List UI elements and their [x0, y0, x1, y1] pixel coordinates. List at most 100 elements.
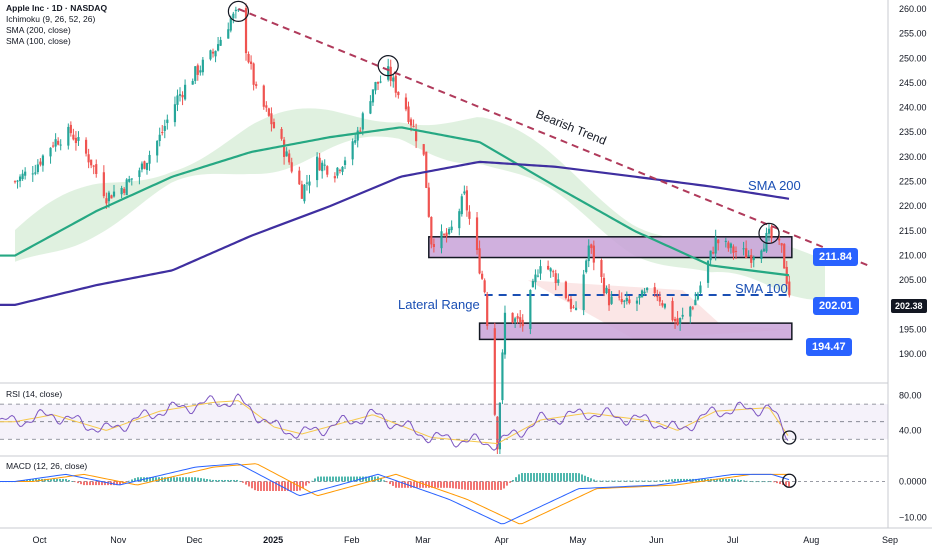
macd-histogram-bar — [254, 481, 256, 491]
candle-body — [74, 137, 78, 144]
macd-label[interactable]: MACD (12, 26, close) — [6, 461, 88, 471]
candle-body — [552, 271, 555, 273]
candle-body — [762, 248, 766, 252]
time-tick-label: Apr — [495, 535, 509, 545]
macd-histogram-bar — [443, 481, 445, 488]
macd-histogram-bar — [368, 476, 370, 482]
candle-body — [54, 139, 57, 147]
macd-histogram-bar — [497, 481, 499, 490]
legend-ichimoku[interactable]: Ichimoku (9, 26, 52, 26) — [6, 14, 96, 24]
candle-body — [161, 132, 164, 134]
macd-histogram-bar — [158, 477, 160, 482]
rsi-label[interactable]: RSI (14, close) — [6, 389, 63, 399]
candle-body — [442, 234, 446, 236]
macd-histogram-bar — [581, 474, 583, 482]
macd-histogram-bar — [311, 480, 313, 482]
macd-histogram-bar — [671, 479, 673, 482]
macd-histogram-bar — [362, 476, 364, 482]
macd-histogram-bar — [785, 481, 787, 486]
candle-body — [536, 275, 540, 277]
macd-histogram-bar — [341, 476, 343, 482]
macd-histogram-bar — [650, 480, 652, 482]
candle-body — [696, 293, 700, 300]
macd-histogram-bar — [191, 477, 193, 482]
ichimoku-cloud-fill — [15, 108, 825, 300]
legend: Apple Inc · 1D · NASDAQ Ichimoku (9, 26,… — [6, 3, 107, 47]
candle-body — [788, 281, 791, 296]
macd-histogram-bar — [740, 480, 742, 482]
macd-histogram-bar — [620, 480, 622, 482]
macd-histogram-bar — [272, 481, 274, 491]
macd-histogram-bar — [512, 479, 514, 482]
candle-body — [143, 161, 146, 169]
macd-histogram-bar — [218, 479, 220, 482]
rsi-line — [0, 393, 789, 451]
macd-histogram-bar — [263, 481, 265, 491]
macd-histogram-bar — [170, 477, 172, 482]
candle-body — [742, 248, 745, 250]
candle-body — [265, 105, 268, 108]
candle-body — [389, 66, 392, 81]
macd-histogram-bar — [635, 480, 637, 482]
macd-tick-label: −10.00 — [899, 512, 927, 522]
macd-histogram-bar — [680, 478, 682, 482]
candle-body — [724, 240, 727, 242]
macd-histogram-bar — [434, 481, 436, 488]
candle-body — [84, 139, 88, 154]
candles — [13, 3, 791, 455]
candle-body — [549, 268, 552, 272]
candle-body — [422, 144, 425, 155]
macd-histogram-bar — [722, 478, 724, 482]
macd-histogram-bar — [257, 481, 259, 491]
macd-histogram-bar — [587, 477, 589, 482]
candle-body — [252, 63, 255, 85]
price-tick-label: 225.00 — [899, 177, 927, 187]
macd-histogram-bar — [131, 479, 133, 482]
candle-body — [283, 139, 286, 157]
macd-histogram-bar — [653, 480, 655, 482]
candle-body — [39, 161, 42, 165]
macd-histogram-bar — [770, 481, 772, 483]
macd-histogram-bar — [737, 479, 739, 482]
macd-histogram-bar — [683, 478, 685, 482]
macd-histogram-bar — [227, 479, 229, 482]
candle-body — [783, 243, 786, 269]
macd-histogram-bar — [596, 480, 598, 482]
macd-histogram-bar — [236, 479, 238, 482]
macd-histogram-bar — [752, 481, 754, 483]
candle-body — [600, 260, 603, 277]
macd-histogram-bar — [446, 481, 448, 488]
time-tick-label: Dec — [186, 535, 203, 545]
macd-histogram-bar — [548, 473, 550, 482]
candle-body — [620, 299, 623, 303]
candle-body — [394, 75, 397, 93]
macd-histogram-bar — [776, 481, 778, 484]
macd-histogram-bar — [788, 481, 790, 487]
macd-histogram-bar — [320, 476, 322, 482]
legend-sma100[interactable]: SMA (100, close) — [6, 36, 71, 46]
candle-body — [547, 265, 550, 270]
legend-sma200[interactable]: SMA (200, close) — [6, 25, 71, 35]
rsi-marker-circle — [782, 430, 797, 445]
macd-histogram-bar — [431, 481, 433, 488]
price-tick-label: 235.00 — [899, 127, 927, 137]
candle-body — [587, 245, 590, 262]
macd-histogram-bar — [266, 481, 268, 491]
macd-histogram-bar — [410, 481, 412, 488]
macd-histogram-bar — [470, 481, 472, 490]
candle-body — [412, 126, 415, 128]
macd-histogram-bar — [68, 480, 70, 482]
candle-body — [392, 77, 395, 82]
candle-body — [460, 196, 463, 215]
candle-body — [77, 137, 80, 141]
macd-histogram-bar — [761, 481, 763, 483]
macd-histogram-bar — [392, 481, 394, 486]
candle-body — [752, 257, 755, 261]
candle-body — [173, 104, 177, 123]
macd-histogram-bar — [332, 476, 334, 482]
macd-histogram-bar — [674, 478, 676, 482]
candle-body — [323, 164, 326, 166]
candle-body — [336, 167, 339, 176]
macd-histogram-bar — [233, 479, 235, 482]
